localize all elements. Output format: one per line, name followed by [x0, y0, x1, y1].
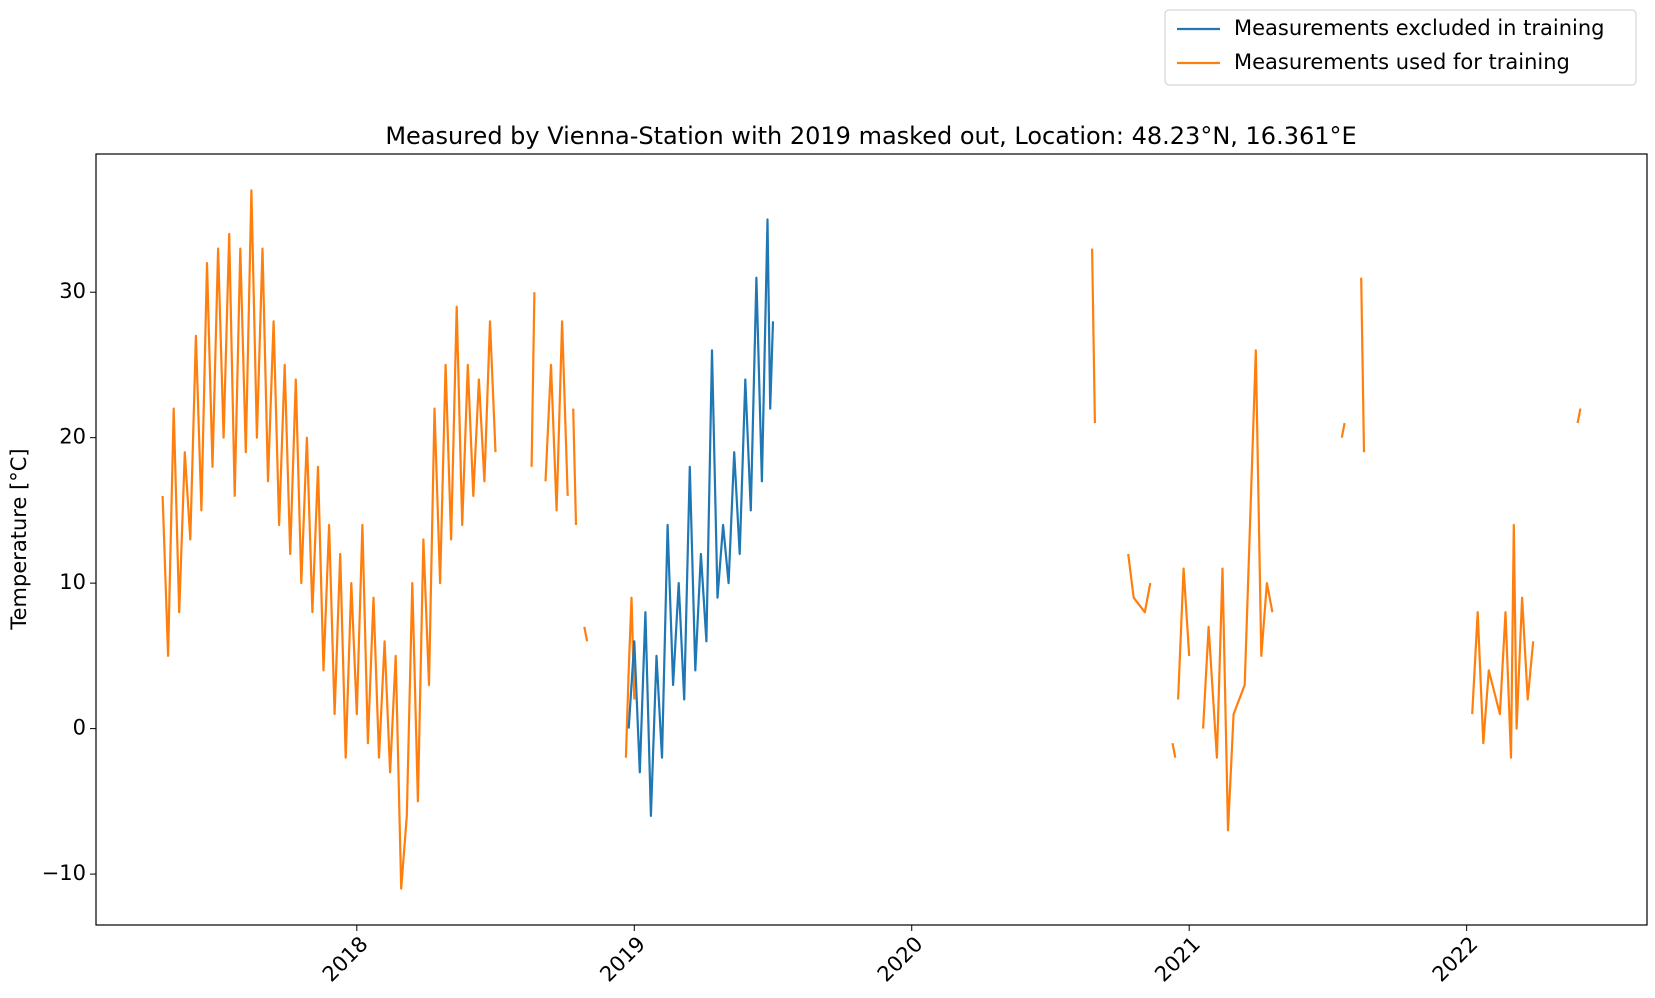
x-tick-label: 2019: [595, 932, 650, 987]
legend-label: Measurements excluded in training: [1234, 16, 1605, 40]
y-axis-label: Temperature [°C]: [7, 448, 31, 630]
x-tick-label: 2020: [873, 932, 928, 987]
series-line: [627, 218, 775, 817]
chart-title: Measured by Vienna-Station with 2019 mas…: [385, 122, 1356, 150]
series-line: [161, 189, 1582, 890]
y-tick-label: −10: [42, 861, 86, 885]
y-tick-label: 10: [59, 570, 86, 594]
legend-label: Measurements used for training: [1234, 50, 1570, 74]
y-tick-label: 0: [73, 716, 86, 740]
x-tick-label: 2021: [1150, 932, 1205, 987]
y-tick-label: 20: [59, 425, 86, 449]
y-tick-label: 30: [59, 279, 86, 303]
x-tick-label: 2018: [318, 932, 373, 987]
x-tick-label: 2022: [1428, 932, 1483, 987]
legend: Measurements excluded in training Measure…: [1164, 9, 1637, 86]
plot-frame: [95, 153, 1648, 926]
legend-box: [1164, 9, 1637, 86]
